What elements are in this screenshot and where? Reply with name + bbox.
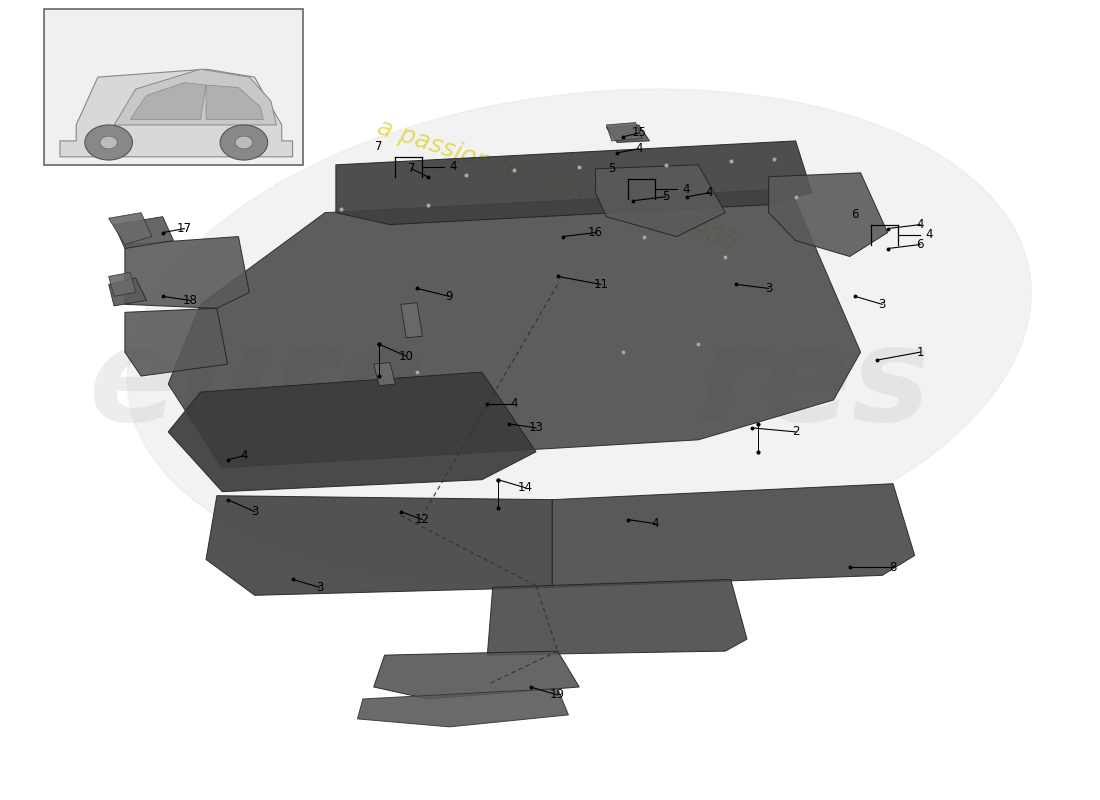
Text: 18: 18 [183, 294, 197, 307]
Text: 1: 1 [916, 346, 924, 358]
Polygon shape [114, 69, 276, 125]
Text: 11: 11 [593, 278, 608, 291]
Text: 4: 4 [450, 160, 456, 174]
Text: 4: 4 [682, 182, 690, 196]
Circle shape [235, 136, 253, 149]
Text: 5: 5 [662, 190, 670, 203]
Text: 15: 15 [631, 126, 646, 139]
Text: 6: 6 [916, 238, 924, 251]
Polygon shape [336, 141, 812, 225]
Polygon shape [168, 372, 536, 492]
Polygon shape [60, 69, 293, 157]
Circle shape [85, 125, 132, 160]
Circle shape [220, 125, 267, 160]
Polygon shape [769, 173, 888, 257]
Ellipse shape [128, 89, 1032, 583]
Polygon shape [125, 237, 250, 308]
Polygon shape [552, 484, 915, 587]
Polygon shape [374, 362, 395, 386]
Text: 7: 7 [408, 162, 416, 175]
Text: 3: 3 [879, 298, 886, 311]
Polygon shape [130, 82, 206, 119]
Text: 3: 3 [764, 282, 772, 295]
Text: 14: 14 [518, 481, 532, 494]
Polygon shape [358, 689, 569, 727]
Text: 6: 6 [851, 208, 859, 221]
Text: a passion for parts since 1985: a passion for parts since 1985 [374, 115, 741, 254]
Text: 8: 8 [890, 561, 896, 574]
Text: 2: 2 [792, 426, 800, 438]
Text: 13: 13 [529, 422, 543, 434]
Text: 10: 10 [398, 350, 414, 362]
Text: 3: 3 [251, 505, 258, 518]
Text: 19: 19 [550, 689, 565, 702]
Polygon shape [595, 165, 725, 237]
Text: 4: 4 [925, 228, 933, 241]
Text: 4: 4 [651, 517, 659, 530]
Polygon shape [125, 308, 228, 376]
Circle shape [100, 136, 118, 149]
Text: 5: 5 [608, 162, 615, 175]
Text: 7: 7 [375, 140, 383, 153]
Text: 3: 3 [316, 581, 323, 594]
Polygon shape [374, 651, 580, 699]
Text: 4: 4 [705, 186, 713, 199]
Polygon shape [487, 579, 747, 655]
Polygon shape [109, 213, 152, 245]
Text: 4: 4 [510, 398, 518, 410]
Text: res: res [698, 321, 932, 447]
Polygon shape [606, 125, 650, 142]
Text: 12: 12 [415, 513, 430, 526]
Text: 16: 16 [588, 226, 603, 239]
Polygon shape [109, 273, 135, 296]
Polygon shape [206, 496, 552, 595]
Text: euro: euro [89, 321, 428, 447]
Text: 17: 17 [177, 222, 191, 235]
Bar [44, 10, 304, 165]
Text: 9: 9 [446, 290, 453, 303]
Polygon shape [400, 302, 422, 338]
Text: 4: 4 [635, 142, 642, 155]
Polygon shape [114, 217, 174, 249]
Polygon shape [109, 278, 146, 306]
Text: 4: 4 [240, 450, 248, 462]
Polygon shape [168, 189, 860, 468]
Polygon shape [206, 85, 263, 119]
Polygon shape [606, 122, 642, 141]
Text: 4: 4 [916, 218, 924, 231]
